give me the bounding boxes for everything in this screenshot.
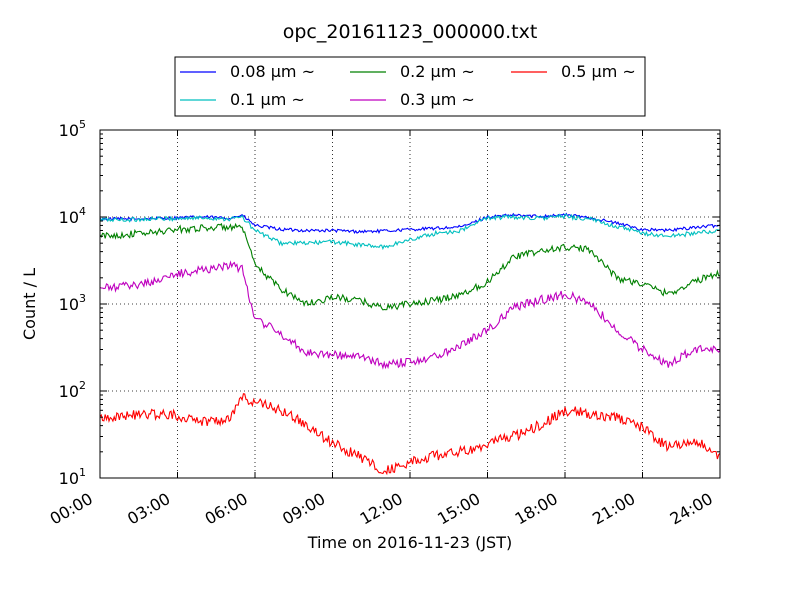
legend-label: 0.1 μm ~ <box>230 90 305 109</box>
y-tick-labels: 101 102 103 104 105 <box>59 118 86 488</box>
axis-ticks <box>99 129 721 479</box>
y-tick-label: 105 <box>59 118 86 140</box>
y-tick-label: 101 <box>59 466 86 488</box>
legend-box <box>174 56 646 117</box>
series-line <box>99 212 721 235</box>
y-tick-label: 102 <box>59 379 86 401</box>
x-axis-label: Time on 2016-11-23 (JST) <box>307 533 512 552</box>
chart-title: opc_20161123_000000.txt <box>283 21 538 43</box>
legend-label: 0.08 μm ~ <box>230 62 315 81</box>
y-axis-label: Count / L <box>20 268 39 340</box>
legend: 0.08 μm ~ 0.1 μm ~ 0.2 μm ~ 0.3 μm ~ 0.5 μm … <box>174 56 646 117</box>
y-tick-label: 104 <box>59 205 86 227</box>
series-line <box>99 393 721 476</box>
legend-label: 0.5 μm ~ <box>561 62 636 81</box>
series-line <box>99 260 721 370</box>
series-lines <box>99 212 721 476</box>
legend-label: 0.2 μm ~ <box>400 62 475 81</box>
series-line <box>99 213 721 251</box>
legend-label: 0.3 μm ~ <box>400 90 475 109</box>
y-tick-label: 103 <box>59 292 86 314</box>
grid <box>100 130 720 478</box>
series-line <box>99 222 721 311</box>
